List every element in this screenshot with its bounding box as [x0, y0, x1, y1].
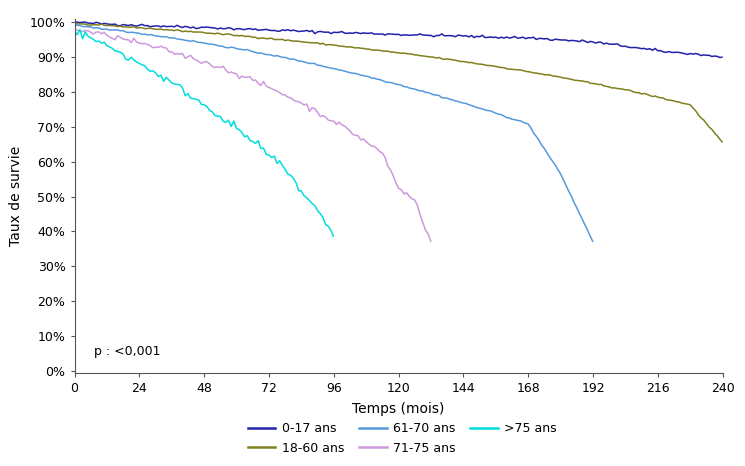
Legend: 0-17 ans, 18-60 ans, 61-70 ans, 71-75 ans, >75 ans: 0-17 ans, 18-60 ans, 61-70 ans, 71-75 an…	[243, 418, 562, 460]
Y-axis label: Taux de survie: Taux de survie	[9, 145, 22, 246]
X-axis label: Temps (mois): Temps (mois)	[352, 402, 445, 416]
Text: p : <0,001: p : <0,001	[94, 345, 160, 358]
